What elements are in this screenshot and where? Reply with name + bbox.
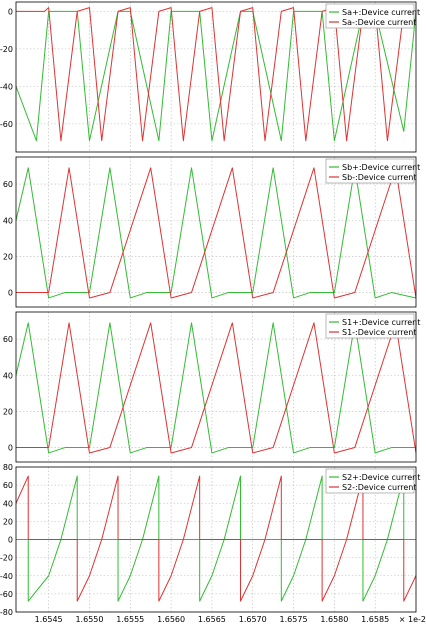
y-tick-label: 20 — [3, 407, 13, 416]
x-tick-label: 1.6560 — [157, 615, 185, 624]
legend-label: S1+:Device current — [342, 318, 420, 327]
y-tick-label: 60 — [3, 481, 13, 490]
series-line-minus — [16, 322, 416, 454]
x-tick-label: 1.6555 — [116, 615, 144, 624]
legend-label: S2+:Device current — [342, 473, 420, 482]
y-tick-label: 0 — [8, 7, 13, 16]
y-tick-label: -40 — [0, 572, 13, 581]
y-tick-label: 20 — [3, 252, 13, 261]
x-offset-label: × 1e-2 — [399, 615, 426, 624]
legend-label: S1-:Device current — [342, 328, 417, 337]
y-tick-label: 20 — [3, 517, 13, 526]
plot-frame — [15, 156, 417, 308]
y-tick-label: 0 — [8, 289, 13, 298]
y-tick-label: 60 — [3, 180, 13, 189]
legend-label: S2-:Device current — [342, 483, 417, 492]
y-tick-label: 40 — [3, 371, 13, 380]
y-tick-label: -60 — [0, 120, 13, 129]
x-tick-label: 1.6565 — [198, 615, 226, 624]
series-line-minus — [16, 7, 405, 142]
y-tick-label: 0 — [8, 444, 13, 453]
legend-label: Sb+:Device current — [342, 163, 420, 172]
y-tick-label: -60 — [0, 590, 13, 599]
y-tick-label: 40 — [3, 216, 13, 225]
x-tick-label: 1.6545 — [35, 615, 63, 624]
series-line-plus — [16, 322, 416, 454]
series-line-plus — [16, 10, 416, 142]
series-line-minus — [16, 475, 416, 602]
legend-label: Sb-:Device current — [342, 173, 417, 182]
series-line-minus — [16, 167, 416, 299]
legend-label: Sa-:Device current — [342, 18, 416, 27]
plot-frame — [15, 466, 417, 613]
y-tick-label: 80 — [3, 463, 13, 472]
x-tick-label: 1.6570 — [239, 615, 267, 624]
y-tick-label: -20 — [0, 45, 13, 54]
x-tick-label: 1.6585 — [361, 615, 389, 624]
plot-frame — [15, 1, 417, 153]
plot-frame — [15, 311, 417, 463]
legend-label: Sa+:Device current — [342, 8, 420, 17]
chart-panel-4: 80 60 40 20 0 -20 -40 -60 -80 S2+:Device currentS… — [0, 463, 426, 624]
x-tick-label: 1.6550 — [75, 615, 103, 624]
series-line-plus — [16, 475, 416, 602]
y-tick-label: 60 — [3, 335, 13, 344]
y-tick-label: -20 — [0, 554, 13, 563]
x-tick-label: 1.6575 — [280, 615, 308, 624]
y-tick-label: -40 — [0, 82, 13, 91]
y-tick-label: 0 — [8, 536, 13, 545]
y-tick-label: -80 — [0, 608, 13, 617]
x-tick-label: 1.6580 — [320, 615, 348, 624]
y-tick-label: 40 — [3, 499, 13, 508]
series-line-plus — [16, 167, 416, 299]
